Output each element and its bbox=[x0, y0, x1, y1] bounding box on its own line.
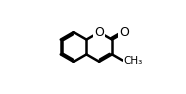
Text: O: O bbox=[119, 26, 129, 39]
Text: O: O bbox=[94, 26, 104, 39]
Text: CH₃: CH₃ bbox=[124, 56, 143, 66]
